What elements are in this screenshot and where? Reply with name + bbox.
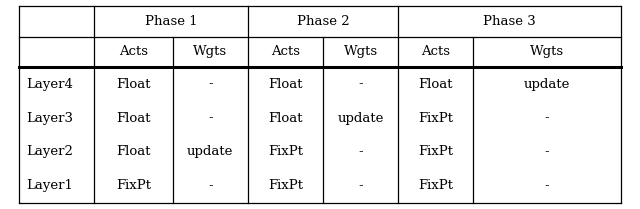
- Text: update: update: [524, 78, 570, 91]
- Text: -: -: [208, 78, 212, 91]
- Text: Float: Float: [268, 112, 303, 125]
- Text: Layer1: Layer1: [26, 179, 74, 192]
- Text: Wgts: Wgts: [193, 45, 227, 59]
- Text: -: -: [358, 179, 363, 192]
- Text: Float: Float: [268, 78, 303, 91]
- Text: Wgts: Wgts: [530, 45, 564, 59]
- Text: -: -: [208, 112, 212, 125]
- Text: FixPt: FixPt: [268, 145, 303, 158]
- Text: FixPt: FixPt: [116, 179, 151, 192]
- Text: Float: Float: [116, 145, 151, 158]
- Text: Phase 2: Phase 2: [297, 15, 349, 28]
- Text: -: -: [208, 179, 212, 192]
- Text: Float: Float: [419, 78, 453, 91]
- Text: -: -: [358, 145, 363, 158]
- Text: Acts: Acts: [119, 45, 148, 59]
- Text: -: -: [545, 112, 549, 125]
- Text: -: -: [545, 179, 549, 192]
- Text: FixPt: FixPt: [419, 112, 453, 125]
- Text: Float: Float: [116, 78, 151, 91]
- Text: -: -: [545, 145, 549, 158]
- Text: update: update: [187, 145, 234, 158]
- Text: Float: Float: [116, 112, 151, 125]
- Text: Layer3: Layer3: [26, 112, 74, 125]
- Text: Acts: Acts: [421, 45, 451, 59]
- Text: update: update: [337, 112, 384, 125]
- Text: Phase 3: Phase 3: [483, 15, 536, 28]
- Text: Layer2: Layer2: [26, 145, 74, 158]
- Text: Wgts: Wgts: [344, 45, 378, 59]
- Text: Phase 1: Phase 1: [145, 15, 197, 28]
- Text: -: -: [358, 78, 363, 91]
- Text: Layer4: Layer4: [26, 78, 74, 91]
- Text: FixPt: FixPt: [419, 179, 453, 192]
- Text: FixPt: FixPt: [268, 179, 303, 192]
- Text: FixPt: FixPt: [419, 145, 453, 158]
- Text: Acts: Acts: [271, 45, 300, 59]
